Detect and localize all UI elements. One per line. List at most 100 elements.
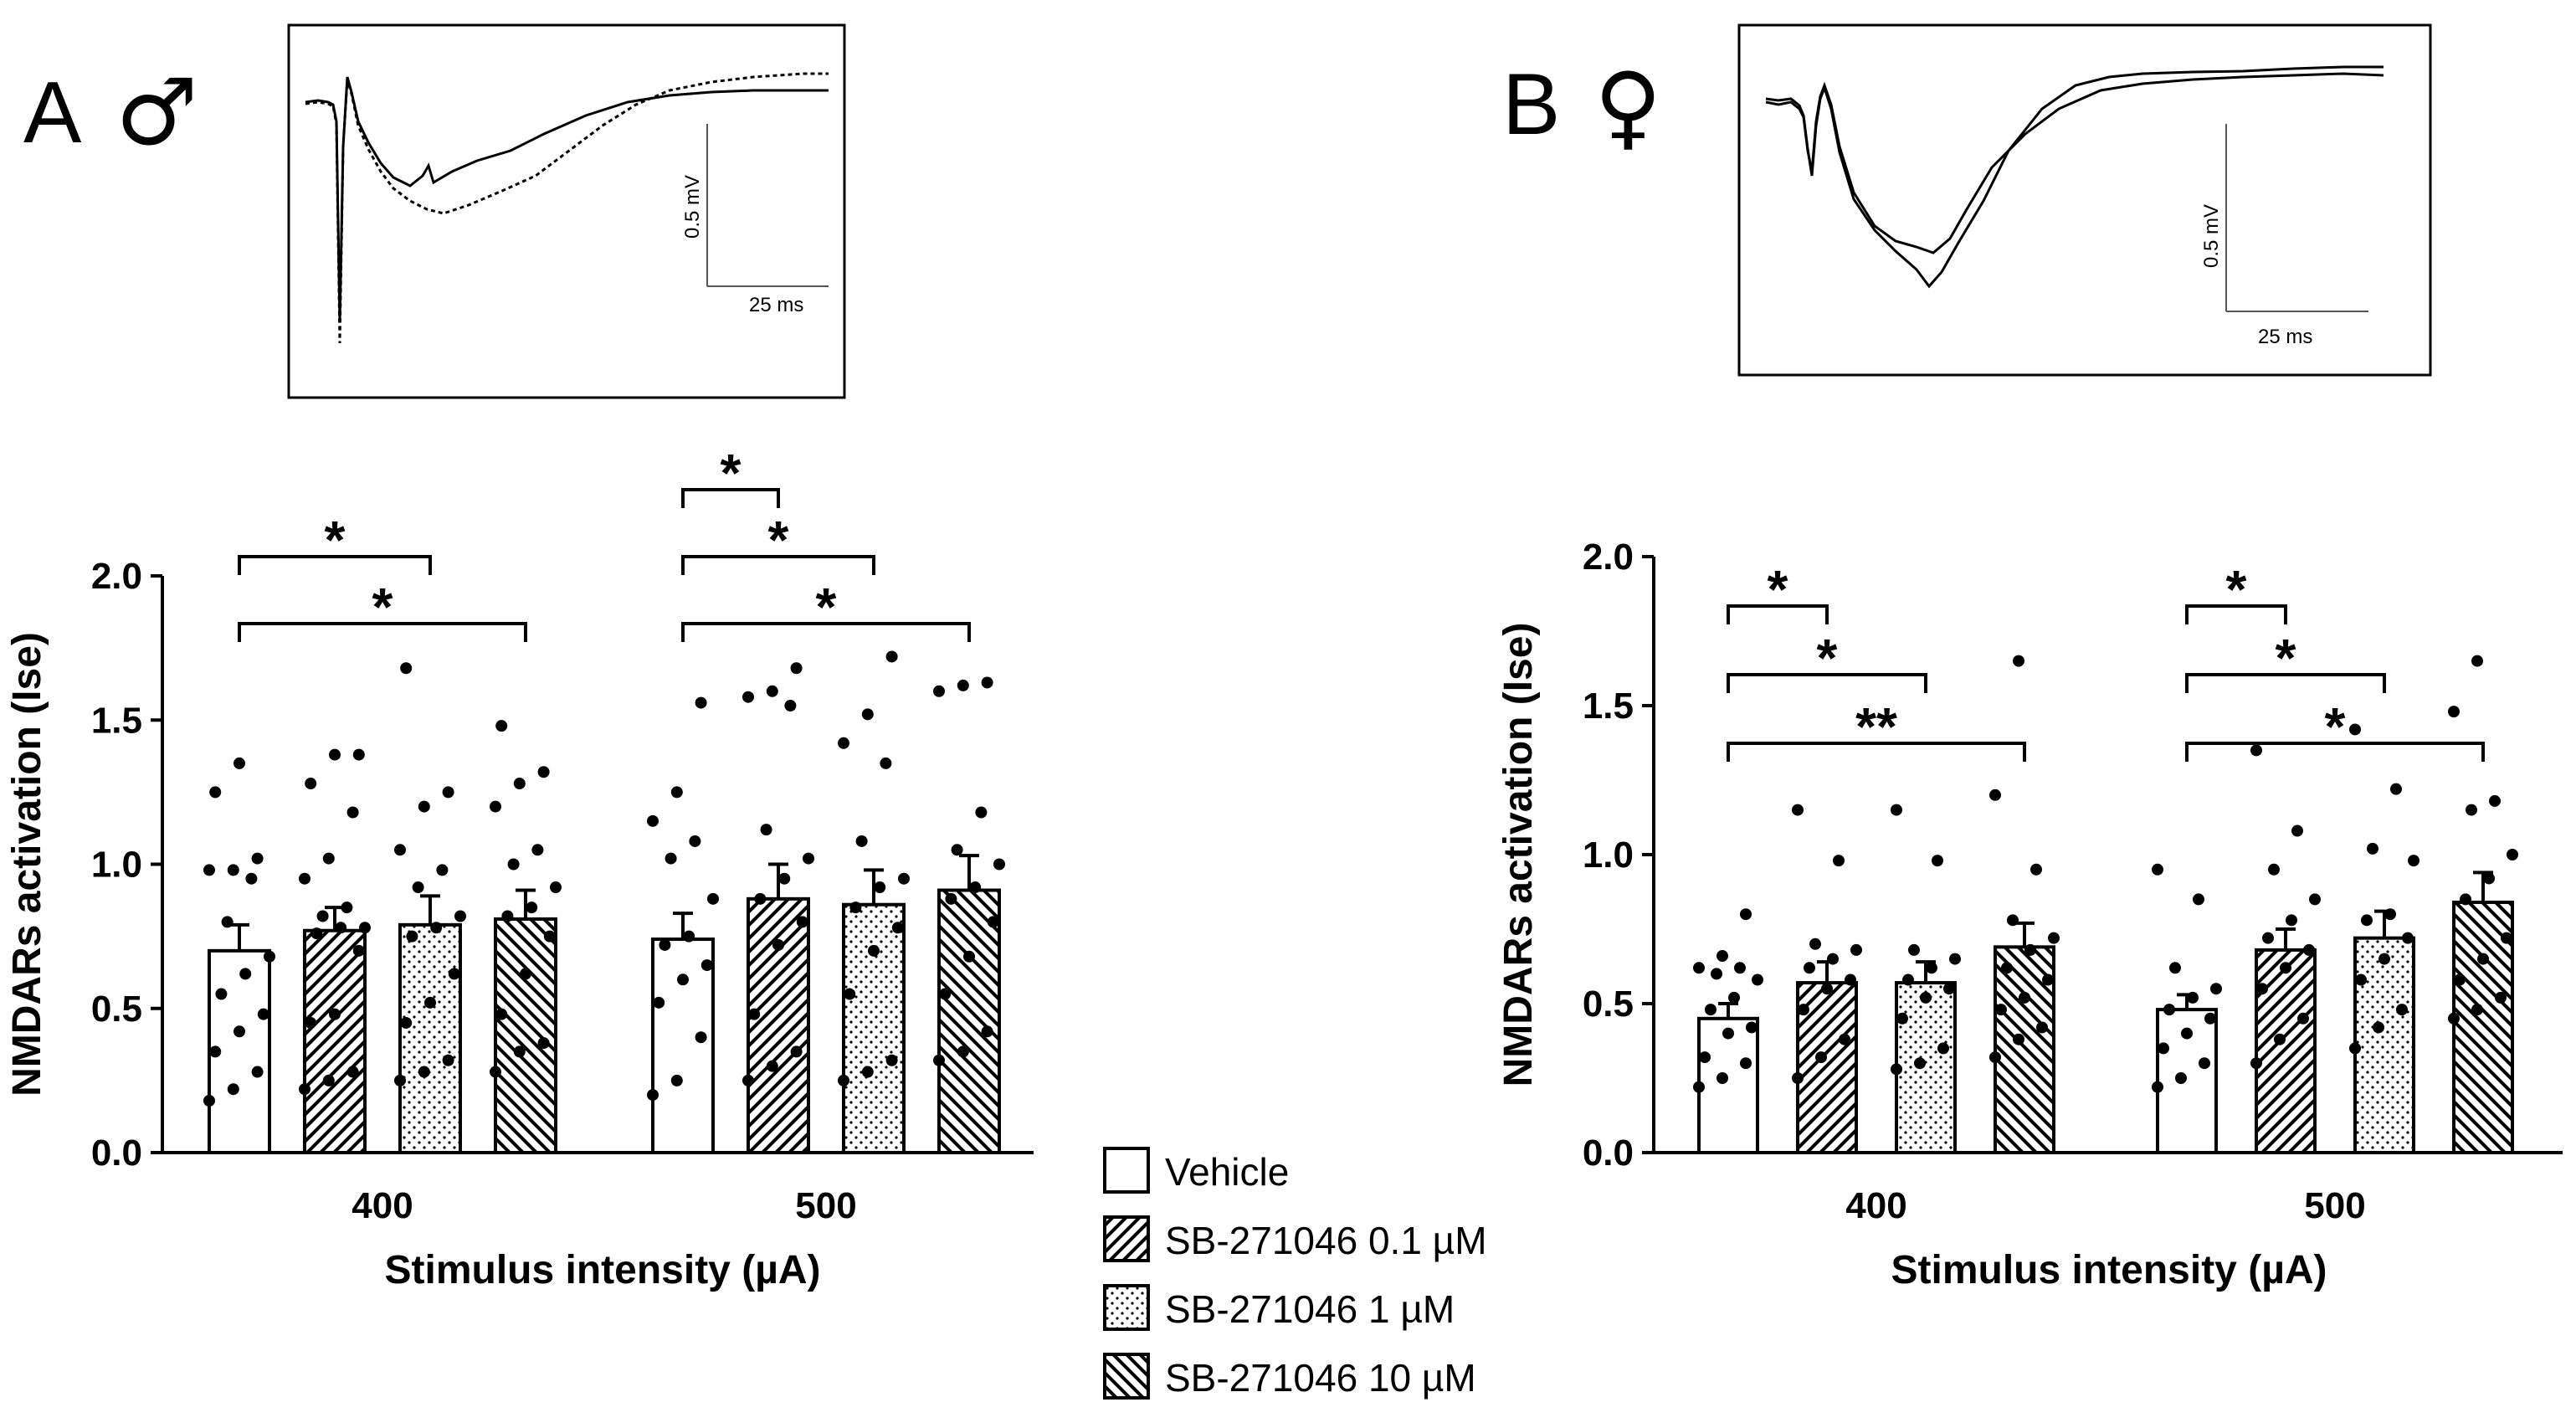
trace-dashed [305,72,829,344]
data-point [778,872,791,885]
data-point [550,881,562,894]
data-point [215,988,228,1000]
data-point [2454,973,2466,986]
significance-star: * [721,443,741,503]
legend-label: SB-271046 10 µM [1165,1356,1476,1400]
x-tick-label: 400 [352,1185,413,1226]
data-point [1792,1072,1804,1084]
data-point [855,835,868,847]
data-point [742,691,754,703]
data-point [424,996,436,1009]
legend-item-0.1um: SB-271046 0.1 µM [1103,1215,1487,1262]
data-point [647,814,659,827]
data-point [1728,991,1740,1004]
data-point [2471,1004,2483,1016]
significance-bracket [681,488,780,508]
data-point [1926,962,1937,974]
y-tick-label: 0.0 [1583,1133,1634,1174]
data-point [653,996,665,1009]
y-tick-label: 2.0 [1583,537,1634,578]
data-point [209,786,222,799]
y-tick-label: 0.0 [91,1133,142,1174]
scale-time-label: 25 ms [749,294,803,316]
bar-dots-1um [842,902,906,1154]
y-tick-label: 2.0 [91,556,142,597]
data-point [227,864,239,876]
data-point [790,1045,803,1058]
data-point [981,1025,993,1038]
data-point [513,1045,526,1058]
data-point [2303,943,2315,956]
data-point [2396,1004,2408,1016]
data-point [700,959,713,972]
data-point [2448,706,2460,718]
data-point [221,916,233,928]
data-point [1699,1051,1711,1064]
data-point [329,748,341,761]
data-point [2349,723,2361,736]
x-tick-label: 500 [2304,1185,2365,1226]
x-tick-label: 500 [795,1185,856,1226]
data-point [2169,962,2181,974]
data-point [2408,855,2419,867]
data-point [683,930,695,943]
data-point [707,892,719,905]
data-point [418,800,430,813]
data-point [1989,788,2001,801]
data-point [2466,804,2477,816]
bar-backhatch-10um [937,888,1001,1154]
data-point [647,1089,659,1102]
significance-bracket [2185,673,2386,693]
data-point [2384,908,2396,921]
data-point [490,1066,501,1078]
data-point [975,806,988,819]
data-point [454,910,466,922]
bar-dots-1um [2353,936,2415,1155]
data-point [885,1054,898,1066]
female-symbol-icon: ♀ [1594,53,1662,160]
significance-star: * [1817,628,1838,688]
data-point [670,786,683,799]
data-point [299,872,310,885]
data-point [394,844,406,856]
data-point [1693,1081,1705,1093]
data-point [2489,794,2501,807]
data-point [2268,863,2280,876]
data-point [2373,1021,2384,1034]
bar-hatch-0.1um [2255,948,2317,1155]
data-point [1711,968,1722,980]
data-point [803,852,814,865]
data-point [2181,1027,2193,1040]
data-point [346,1066,359,1078]
data-point [861,708,874,721]
data-point [1839,1033,1850,1045]
data-point [742,1074,754,1086]
data-point [322,1074,335,1086]
scale-time-label: 25 ms [2258,326,2312,348]
data-point [2483,872,2495,885]
data-point [1740,908,1752,921]
data-point [748,1008,761,1020]
data-point [394,1074,406,1086]
data-point [993,858,1005,871]
data-point [2030,863,2042,876]
data-point [1845,973,1856,986]
data-point [1920,991,1932,1004]
data-point [1891,1063,1902,1076]
scale-voltage-label: 0.5 mV [2200,204,2223,268]
data-point [257,1008,269,1020]
data-point [945,892,957,905]
data-point [251,1066,264,1078]
data-point [659,938,671,951]
chart-panel-b: 0.0 0.5 1.0 1.5 2.0 NMDARs activation (Ise) St… [1496,537,2563,1292]
data-point [838,1074,849,1086]
data-point [766,685,778,697]
data-point [933,1054,945,1066]
data-point [963,950,975,963]
data-point [1716,1072,1728,1084]
data-point [2477,953,2489,965]
data-point [2349,1042,2361,1055]
data-point [335,922,347,934]
data-point [233,1025,245,1038]
data-point [2355,973,2367,986]
